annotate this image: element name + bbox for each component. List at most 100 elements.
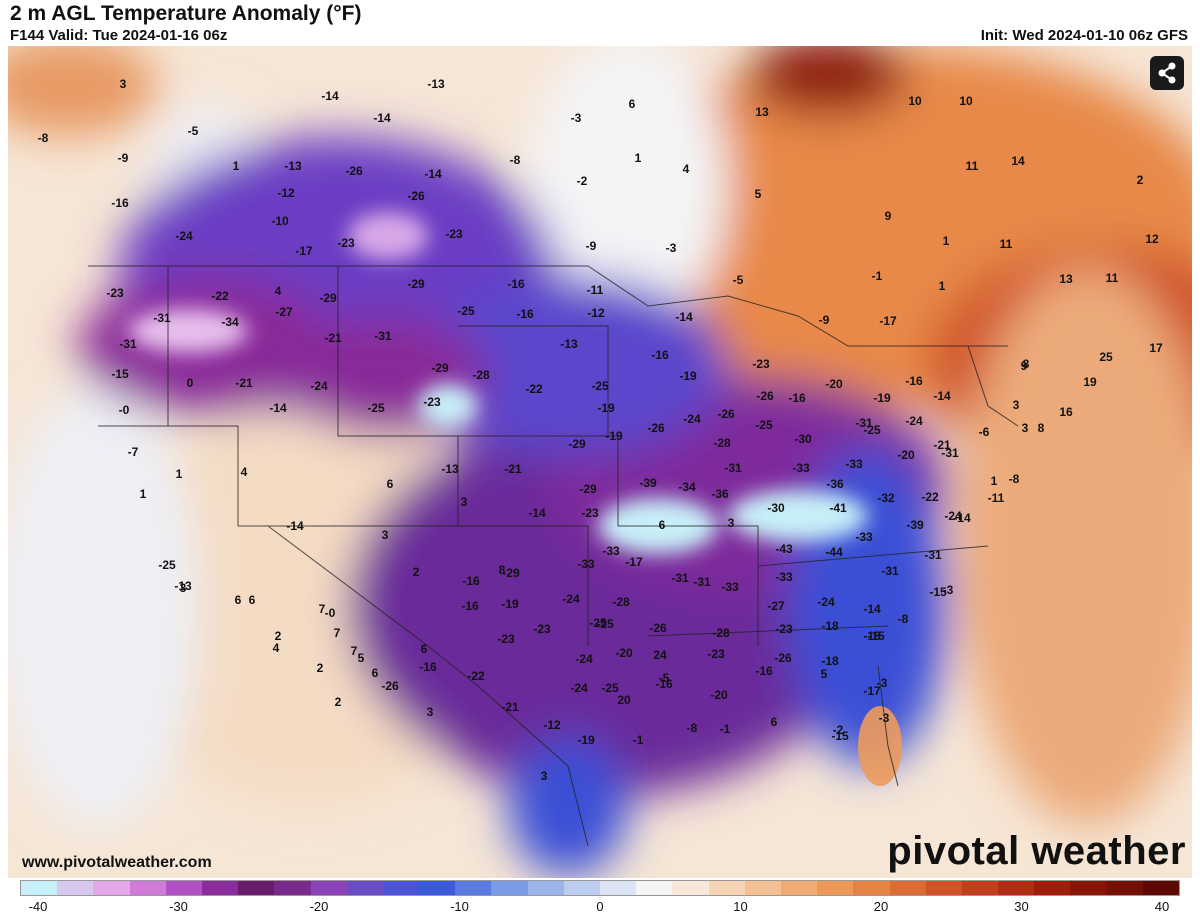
anomaly-value: -21 (501, 700, 519, 714)
anomaly-value: -25 (367, 401, 385, 415)
anomaly-value: -15 (929, 585, 947, 599)
anomaly-value: -15 (867, 629, 885, 643)
anomaly-value: -33 (855, 530, 873, 544)
anomaly-value: -8 (686, 721, 698, 735)
anomaly-value: -32 (877, 491, 895, 505)
anomaly-value: -16 (655, 677, 673, 691)
anomaly-value: -28 (472, 368, 490, 382)
anomaly-value: -26 (647, 421, 665, 435)
anomaly-value: -33 (775, 570, 793, 584)
color-scale-tick: 0 (596, 899, 604, 914)
anomaly-value: -27 (275, 305, 293, 319)
color-scale-tick: 30 (1014, 899, 1029, 914)
anomaly-value: -24 (562, 592, 580, 606)
anomaly-value: -24 (575, 652, 593, 666)
anomaly-value: 5 (820, 667, 828, 681)
anomaly-value: -27 (767, 599, 785, 613)
color-swatch (1070, 881, 1107, 895)
anomaly-value: -8 (1008, 472, 1020, 486)
anomaly-value: -39 (906, 518, 924, 532)
anomaly-value: -12 (587, 306, 605, 320)
anomaly-value: 1 (139, 487, 147, 501)
anomaly-value: -21 (933, 438, 951, 452)
site-url[interactable]: www.pivotalweather.com (22, 854, 212, 871)
anomaly-value: -25 (589, 616, 607, 630)
anomaly-value: -15 (831, 729, 849, 743)
color-swatch (708, 881, 745, 895)
color-swatch (346, 881, 383, 895)
weather-map[interactable]: 3 -5 -8 -9 1 -16 -24 -14 -13 -12 -10 -17 -26 -13 -14 -2… (8, 46, 1192, 878)
anomaly-value: 1 (634, 151, 642, 165)
anomaly-value: 19 (1083, 375, 1097, 389)
anomaly-value: -23 (106, 286, 124, 300)
anomaly-value: -31 (374, 329, 392, 343)
anomaly-value: -18 (821, 654, 839, 668)
anomaly-value: 16 (1059, 405, 1073, 419)
init-time: Init: Wed 2024-01-10 06z GFS (980, 27, 1188, 44)
anomaly-value: -36 (711, 487, 729, 501)
anomaly-value: -1 (871, 269, 883, 283)
anomaly-value: -5 (658, 671, 670, 685)
anomaly-value: -18 (821, 619, 839, 633)
anomaly-value: 9 (884, 209, 892, 223)
anomaly-value: -19 (873, 391, 891, 405)
anomaly-value: 3 (119, 77, 127, 91)
anomaly-value: -16 (507, 277, 525, 291)
anomaly-value: 7 (350, 644, 358, 658)
anomaly-value: 25 (1099, 350, 1113, 364)
anomaly-value: 4 (274, 284, 282, 298)
color-swatch (780, 881, 818, 895)
anomaly-value: -8 (509, 153, 521, 167)
anomaly-value: -31 (881, 564, 899, 578)
anomaly-value: -24 (944, 509, 962, 523)
anomaly-value: 2 (412, 565, 420, 579)
anomaly-value: -1 (632, 733, 644, 747)
anomaly-value: -14 (321, 89, 339, 103)
anomaly-value: 3 (426, 705, 434, 719)
anomaly-value: 2 (1136, 173, 1144, 187)
anomaly-value: -16 (651, 348, 669, 362)
anomaly-value: 2 (316, 661, 324, 675)
valid-time: F144 Valid: Tue 2024-01-16 06z (10, 27, 228, 44)
anomaly-value: -28 (612, 595, 630, 609)
anomaly-value: -19 (605, 429, 623, 443)
anomaly-value: -15 (111, 367, 129, 381)
anomaly-value: -33 (792, 461, 810, 475)
anomaly-value: -16 (111, 196, 129, 210)
anomaly-value: -17 (863, 684, 881, 698)
anomaly-value: -19 (501, 597, 519, 611)
anomaly-value: -26 (756, 389, 774, 403)
share-button[interactable] (1150, 56, 1184, 90)
color-scale-tick: 40 (1154, 899, 1170, 914)
anomaly-value: -14 (863, 602, 881, 616)
anomaly-value: -25 (863, 423, 881, 437)
anomaly-value: 7 (318, 602, 326, 616)
anomaly-value: 24 (653, 648, 667, 662)
anomaly-value: -24 (570, 681, 588, 695)
anomaly-value: -3 (876, 676, 888, 690)
color-swatch (274, 881, 311, 895)
color-scale-tick: -40 (28, 899, 48, 914)
anomaly-value: -31 (855, 416, 873, 430)
anomaly-value: -2 (832, 723, 844, 737)
anomaly-value: -17 (625, 555, 643, 569)
anomaly-value: -22 (921, 490, 939, 504)
anomaly-value: -29 (407, 277, 425, 291)
anomaly-value: -26 (649, 621, 667, 635)
anomaly-value: -26 (774, 651, 792, 665)
anomaly-value: -0 (118, 403, 130, 417)
anomaly-value: -2 (576, 174, 588, 188)
anomaly-value: -23 (752, 357, 770, 371)
anomaly-value: 3 (540, 769, 548, 783)
color-swatch (744, 881, 781, 895)
anomaly-value: -21 (504, 462, 522, 476)
color-swatch (853, 881, 890, 895)
anomaly-value: 3 (727, 516, 735, 530)
anomaly-value: -23 (423, 395, 441, 409)
anomaly-value: -24 (175, 229, 193, 243)
color-swatch (491, 881, 528, 895)
anomaly-value: -16 (516, 307, 534, 321)
anomaly-value: -5 (187, 124, 199, 138)
anomaly-value: -30 (794, 432, 812, 446)
anomaly-value: -9 (585, 239, 597, 253)
